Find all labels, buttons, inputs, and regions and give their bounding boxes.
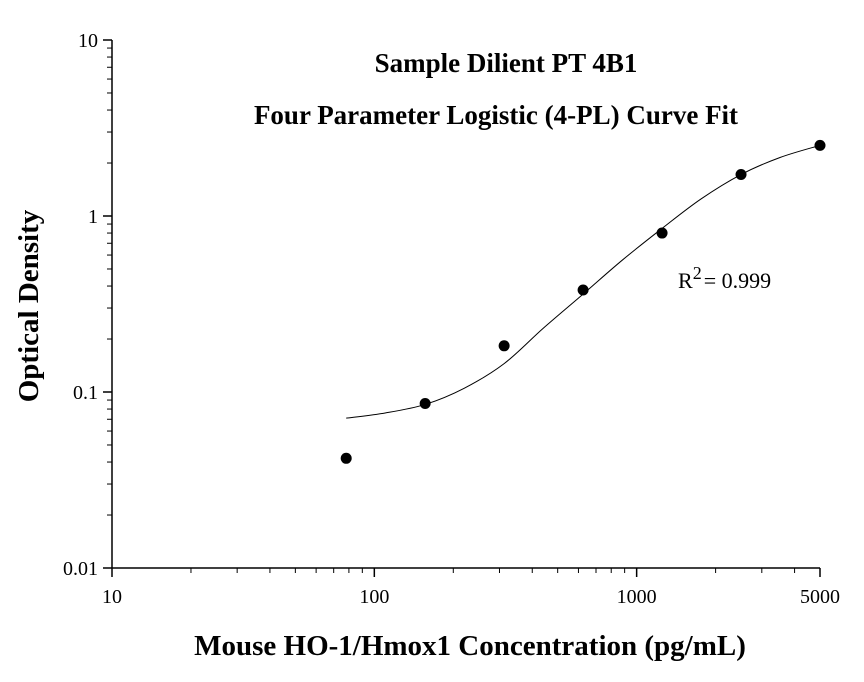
x-tick-label: 100 xyxy=(359,586,389,608)
r-squared-value: = 0.999 xyxy=(704,268,771,293)
y-axis-ticks: 0.01 0.1 1 10 xyxy=(63,30,112,580)
chart-subtitle: Four Parameter Logistic (4-PL) Curve Fit xyxy=(254,100,738,130)
data-point xyxy=(735,169,747,181)
y-tick-label: 0.01 xyxy=(63,558,98,580)
data-point xyxy=(814,139,826,151)
r-squared-annotation: R2= 0.999 xyxy=(678,263,771,293)
x-axis-ticks: 10 100 1000 5000 xyxy=(102,568,840,608)
data-point xyxy=(498,340,510,352)
x-tick-label: 1000 xyxy=(617,586,657,608)
y-tick-label: 10 xyxy=(78,30,98,52)
y-axis-title: Optical Density xyxy=(13,209,45,402)
y-tick-label: 1 xyxy=(88,206,98,228)
chart-title: Sample Dilient PT 4B1 xyxy=(375,48,638,78)
r-squared-superscript: 2 xyxy=(693,263,702,283)
data-point xyxy=(419,398,431,410)
data-point xyxy=(340,452,352,464)
r-squared-prefix: R xyxy=(678,268,693,293)
data-point xyxy=(656,227,668,239)
axes xyxy=(111,40,820,569)
data-point xyxy=(577,284,589,296)
x-tick-label: 5000 xyxy=(800,586,840,608)
y-tick-label: 0.1 xyxy=(73,382,98,404)
x-tick-label: 10 xyxy=(102,586,122,608)
data-points xyxy=(340,139,826,464)
x-axis-title: Mouse HO-1/Hmox1 Concentration (pg/mL) xyxy=(194,630,746,662)
